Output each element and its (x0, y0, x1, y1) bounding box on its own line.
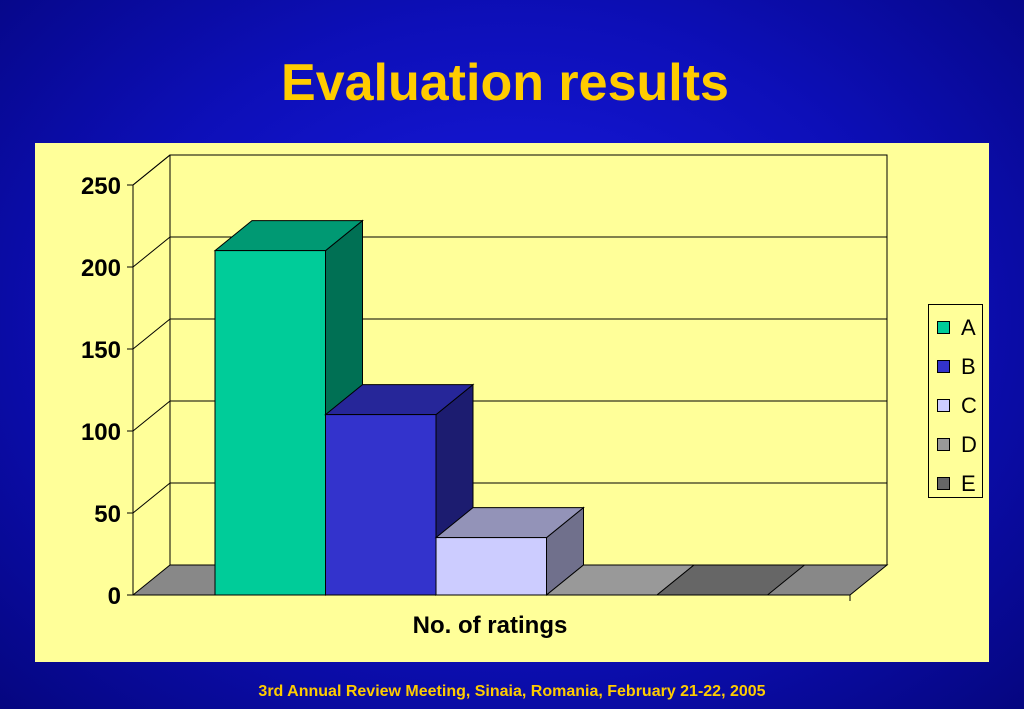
legend-item-e: E (937, 471, 983, 497)
legend-label-b: B (961, 354, 976, 379)
y-tick-label-0: 0 (108, 583, 121, 610)
legend-item-a: A (937, 315, 983, 341)
bar-chart: 0 50 100 150 200 250 No. of ratings (81, 154, 889, 639)
side-gridline-100 (132, 400, 171, 432)
bar-c-group (434, 506, 585, 597)
legend-swatch-b (937, 360, 950, 373)
side-gridline-50 (132, 482, 171, 514)
legend-swatch-c (937, 399, 950, 412)
x-axis-label: No. of ratings (413, 612, 568, 639)
y-tick-label-150: 150 (81, 337, 121, 364)
legend-label-d: D (961, 432, 977, 457)
y-tick-label-50: 50 (94, 501, 121, 528)
slide-footer: 3rd Annual Review Meeting, Sinaia, Roman… (258, 683, 766, 700)
side-gridline-200 (132, 236, 171, 268)
legend-item-c: C (937, 393, 983, 419)
chart-area: 0 50 100 150 200 250 No. of ratings (35, 143, 989, 662)
legend-label-c: C (961, 393, 977, 418)
side-gridline-250 (132, 154, 171, 186)
legend-label-a: A (961, 315, 976, 340)
legend-item-b: B (937, 354, 983, 380)
legend-item-d: D (937, 432, 983, 458)
slide-title: Evaluation results (281, 54, 729, 112)
bar-b-front (325, 414, 437, 596)
legend-swatch-a (937, 321, 950, 334)
legend-swatch-e (937, 477, 950, 490)
chart-legend: A B C D E (928, 304, 983, 498)
chart-tick-labels: 0 50 100 150 200 250 (81, 173, 121, 610)
side-gridline-150 (132, 318, 171, 350)
y-tick-label-100: 100 (81, 419, 121, 446)
chart-bars (213, 219, 806, 597)
y-tick-label-250: 250 (81, 173, 121, 200)
bar-a-front (214, 250, 326, 596)
y-tick-label-200: 200 (81, 255, 121, 282)
legend-swatch-d (937, 438, 950, 451)
bar-c-front (435, 537, 547, 596)
legend-label-e: E (961, 471, 976, 496)
chart-axes (127, 184, 851, 601)
